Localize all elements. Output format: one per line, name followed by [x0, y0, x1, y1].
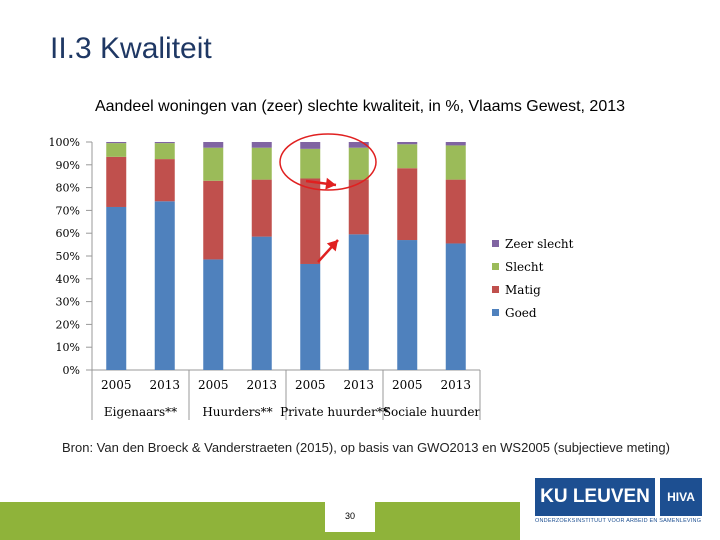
bar-matig	[397, 168, 418, 241]
bar-matig	[348, 179, 369, 235]
y-tick-label: 70%	[56, 204, 80, 217]
x-group-label: Eigenaars**	[104, 405, 177, 419]
x-tick-label: 2013	[343, 378, 374, 392]
bar-goed	[445, 243, 466, 370]
y-tick-label: 90%	[56, 159, 80, 172]
bar-slecht	[154, 143, 175, 160]
legend-label: Zeer slecht	[505, 237, 574, 251]
page-number: 30	[325, 502, 375, 532]
legend-label: Matig	[505, 283, 541, 297]
bar-zeer-slecht	[300, 142, 321, 149]
highlight-arrow-head	[325, 177, 336, 190]
bar-slecht	[106, 143, 127, 157]
bar-goed	[348, 234, 369, 370]
bar-slecht	[203, 147, 224, 181]
bar-zeer-slecht	[154, 142, 175, 144]
highlight-arrow-head	[326, 240, 338, 252]
bar-matig	[203, 180, 224, 260]
bar-goed	[300, 263, 321, 370]
bar-slecht	[348, 147, 369, 180]
bar-zeer-slecht	[203, 142, 224, 148]
bar-zeer-slecht	[397, 142, 418, 145]
stacked-bar-chart: 0% 10% 20% 30% 40% 50% 60% 70% 80% 90% 100% 2005 201…	[49, 133, 574, 420]
y-tick-label: 60%	[56, 227, 80, 240]
bar-matig	[445, 179, 466, 244]
bar-matig	[106, 156, 127, 207]
x-tick-label: 2013	[246, 378, 277, 392]
legend-swatch	[492, 263, 499, 270]
x-tick-label: 2013	[440, 378, 471, 392]
bar-slecht	[300, 148, 321, 179]
bar-slecht	[445, 145, 466, 180]
y-tick-label: 40%	[56, 273, 80, 286]
legend-swatch	[492, 240, 499, 247]
hiva-logo: HIVA	[660, 478, 702, 516]
bar-zeer-slecht	[445, 142, 466, 146]
bar-goed	[397, 240, 418, 370]
bar-zeer-slecht	[348, 142, 369, 148]
bar-zeer-slecht	[106, 142, 127, 144]
highlight-circle	[279, 133, 377, 191]
legend-swatch	[492, 309, 499, 316]
bar-goed	[154, 201, 175, 370]
y-tick-label: 80%	[56, 182, 80, 195]
ku-leuven-logo: KU LEUVEN	[535, 478, 655, 516]
bar-matig	[300, 178, 321, 264]
x-tick-label: 2013	[149, 378, 180, 392]
bar-goed	[106, 206, 127, 370]
bar-matig	[251, 179, 272, 237]
slide-title: II.3 Kwaliteit	[50, 32, 212, 65]
x-tick-label: 2005	[101, 378, 132, 392]
bar-matig	[154, 159, 175, 202]
y-tick-label: 0%	[63, 364, 80, 377]
y-tick-label: 30%	[56, 296, 80, 309]
legend-label: Slecht	[505, 260, 544, 274]
legend-swatch	[492, 286, 499, 293]
x-tick-label: 2005	[198, 378, 229, 392]
bar-slecht	[251, 147, 272, 180]
x-tick-label: 2005	[295, 378, 326, 392]
source-note: Bron: Van den Broeck & Vanderstraeten (2…	[62, 440, 670, 455]
bar-goed	[203, 259, 224, 370]
y-tick-label: 50%	[56, 250, 80, 263]
bar-goed	[251, 236, 272, 370]
bar-zeer-slecht	[251, 142, 272, 148]
chart-title: Aandeel woningen van (zeer) slechte kwal…	[94, 98, 626, 115]
y-tick-label: 100%	[49, 136, 80, 149]
x-tick-label: 2005	[392, 378, 423, 392]
bar-slecht	[397, 144, 418, 169]
y-tick-label: 10%	[56, 341, 80, 354]
logo-subtitle: ONDERZOEKSINSTITUUT VOOR ARBEID EN SAMEN…	[535, 518, 702, 524]
x-group-label: Sociale huurder	[383, 405, 481, 419]
y-tick-label: 20%	[56, 318, 80, 331]
legend-label: Goed	[505, 306, 537, 320]
x-group-label: Private huurder**	[280, 405, 389, 419]
x-group-label: Huurders**	[202, 405, 272, 419]
